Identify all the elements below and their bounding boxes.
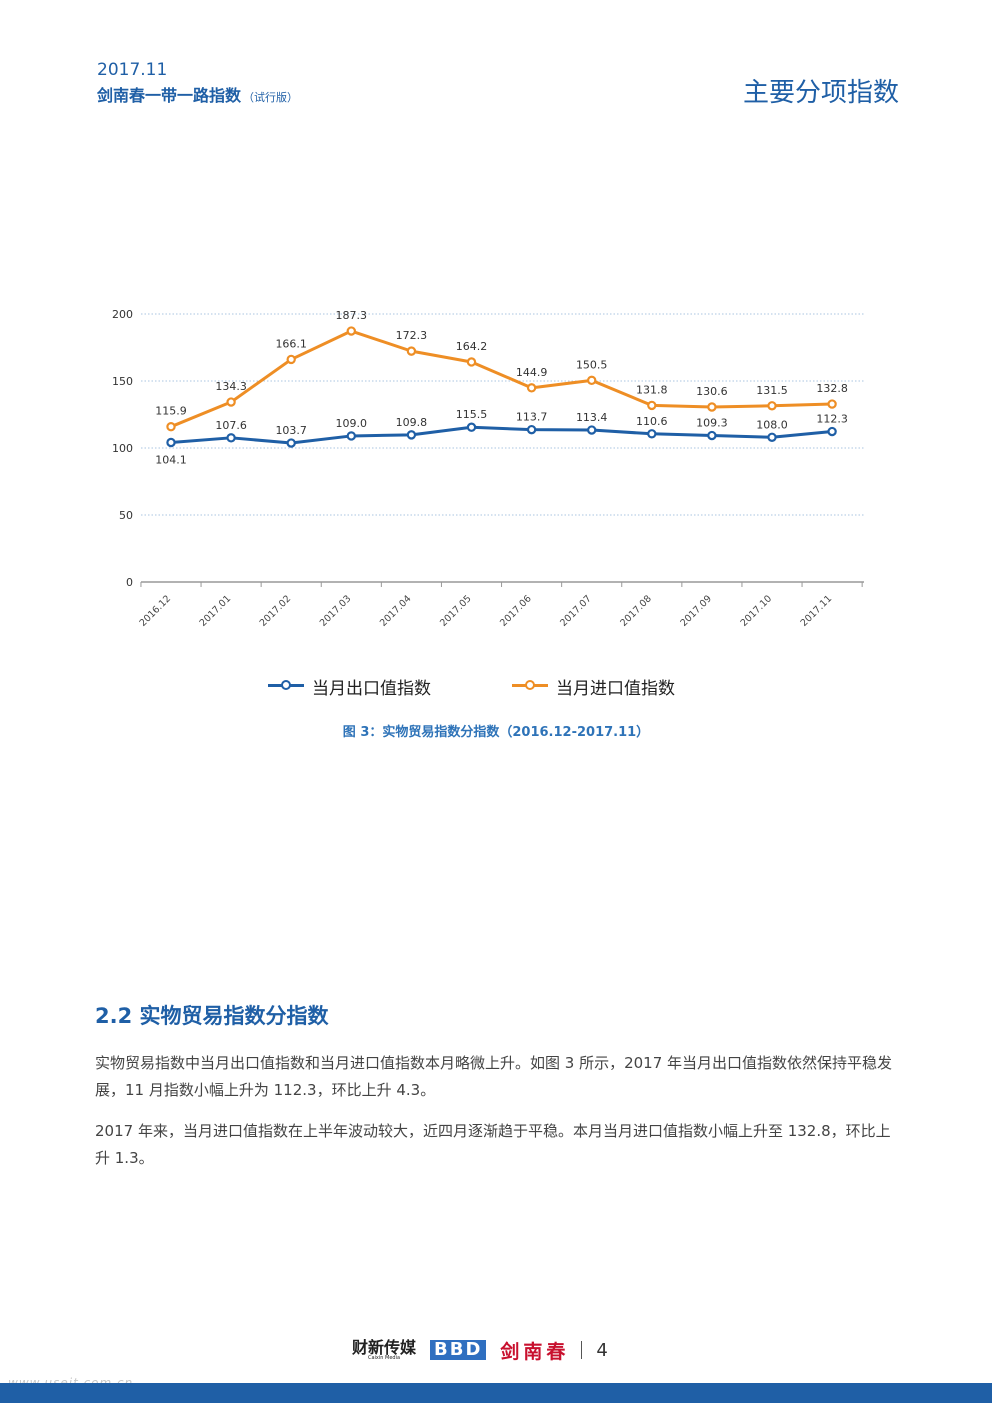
export-point — [346, 431, 356, 441]
caixin-logo: 财新传媒 Caixin Media — [352, 1337, 417, 1361]
import-data-label: 131.5 — [756, 384, 788, 397]
x-tick-label: 2017.05 — [438, 593, 474, 629]
x-tick-label: 2017.08 — [618, 593, 654, 629]
import-data-label: 166.1 — [275, 337, 307, 350]
jiannanchun-logo: 剑南春 — [500, 1340, 570, 1363]
import-data-label: 134.3 — [215, 380, 247, 393]
export-point — [406, 430, 417, 440]
import-data-label: 115.9 — [155, 405, 187, 418]
import-point — [346, 326, 356, 336]
import-data-label: 164.2 — [456, 340, 488, 353]
export-point — [647, 429, 657, 439]
export-data-label: 107.6 — [215, 419, 247, 432]
export-data-label: 108.0 — [756, 418, 788, 431]
import-data-label: 144.9 — [516, 366, 548, 379]
x-tick-label: 2016.12 — [138, 593, 174, 629]
report-brand: 剑南春一带一路指数 （试行版） — [97, 82, 298, 106]
import-point — [526, 383, 537, 393]
export-point — [466, 422, 477, 432]
export-data-label: 112.3 — [816, 413, 848, 426]
x-tick-label: 2017.11 — [799, 593, 835, 629]
legend-import: 当月进口值指数 — [512, 674, 675, 699]
legend-import-marker — [512, 674, 548, 698]
footer-divider — [581, 1341, 583, 1359]
export-point — [226, 433, 236, 443]
trade-index-line-chart: 0 50 100 150 200 2016.12 2017.01 2017.02 2017.03… — [112, 308, 864, 629]
export-data-label: 113.7 — [516, 411, 548, 424]
x-tick-label: 2017.06 — [498, 593, 534, 629]
x-tick-label: 2017.01 — [198, 593, 234, 629]
series — [166, 326, 837, 448]
import-data-label: 131.8 — [636, 383, 668, 396]
y-tick-label: 50 — [119, 509, 133, 522]
import-data-label: 130.6 — [696, 385, 728, 398]
export-data-label: 103.7 — [275, 424, 307, 437]
paragraph-1: 实物贸易指数中当月出口值指数和当月进口值指数本月略微上升。如图 3 所示，201… — [95, 1054, 893, 1099]
y-tick-label: 100 — [112, 442, 133, 455]
export-point — [587, 425, 597, 435]
data-labels: 115.9 134.3 166.1 187.3 172.3 164.2 144.9 150.5… — [155, 309, 848, 466]
x-tick-label: 2017.10 — [739, 593, 775, 629]
import-point — [767, 401, 777, 411]
export-data-label: 104.1 — [155, 454, 187, 467]
import-data-label: 150.5 — [576, 358, 608, 371]
import-data-label: 187.3 — [336, 309, 368, 322]
export-data-label: 109.8 — [396, 416, 428, 429]
bbd-logo: BBD — [430, 1340, 487, 1360]
export-point — [286, 438, 296, 448]
import-point — [707, 402, 717, 412]
x-tick-label: 2017.04 — [378, 593, 414, 629]
export-data-label: 110.6 — [636, 415, 668, 428]
paragraph-2: 2017 年来，当月进口值指数在上半年波动较大，近四月逐渐趋于平稳。本月当月进口… — [95, 1122, 891, 1167]
export-point — [707, 430, 717, 441]
page-number: 4 — [596, 1339, 608, 1361]
figure-caption: 图 3：实物贸易指数分指数（2016.12-2017.11） — [342, 725, 650, 740]
export-data-label: 115.5 — [456, 408, 488, 421]
import-point — [587, 375, 597, 386]
brand-tag: （试行版） — [243, 91, 299, 104]
import-point — [827, 399, 837, 409]
legend-import-label: 当月进口值指数 — [556, 678, 675, 699]
section-title: 2.2 实物贸易指数分指数 — [95, 1004, 329, 1028]
export-point — [827, 426, 837, 437]
export-point — [767, 432, 777, 442]
footer-logos: 财新传媒 Caixin Media BBD 剑南春 4 — [352, 1337, 608, 1363]
import-point — [406, 346, 417, 356]
import-data-label: 132.8 — [816, 382, 848, 395]
export-series-line — [170, 425, 833, 445]
export-data-label: 109.0 — [336, 417, 368, 430]
import-point — [647, 400, 657, 411]
import-data-label: 172.3 — [396, 329, 428, 342]
export-point — [526, 424, 537, 435]
x-tick-label: 2017.09 — [678, 593, 714, 629]
legend-export: 当月出口值指数 — [268, 674, 431, 699]
export-data-label: 113.4 — [576, 411, 608, 424]
export-data-label: 109.3 — [696, 417, 728, 430]
section-header: 主要分项指数 — [742, 78, 899, 108]
import-point — [226, 397, 236, 407]
y-tick-label: 200 — [112, 308, 133, 321]
import-point — [166, 421, 176, 432]
x-tick-label: 2017.07 — [558, 593, 594, 629]
legend-export-label: 当月出口值指数 — [312, 678, 431, 699]
report-date: 2017.11 — [97, 60, 168, 80]
x-tick-label: 2017.03 — [318, 593, 354, 629]
legend-export-marker — [268, 674, 304, 698]
import-series-line — [170, 329, 833, 429]
export-point — [166, 437, 176, 448]
y-tick-label: 0 — [126, 576, 133, 589]
import-point — [466, 357, 477, 367]
y-tick-label: 150 — [112, 375, 133, 388]
gridlines — [141, 313, 864, 516]
bottom-bar — [0, 1383, 992, 1403]
brand-name: 剑南春一带一路指数 — [97, 86, 242, 105]
axes: 0 50 100 150 200 2016.12 2017.01 2017.02 2017.03… — [112, 308, 864, 629]
import-point — [286, 354, 296, 365]
x-tick-label: 2017.02 — [258, 593, 294, 629]
